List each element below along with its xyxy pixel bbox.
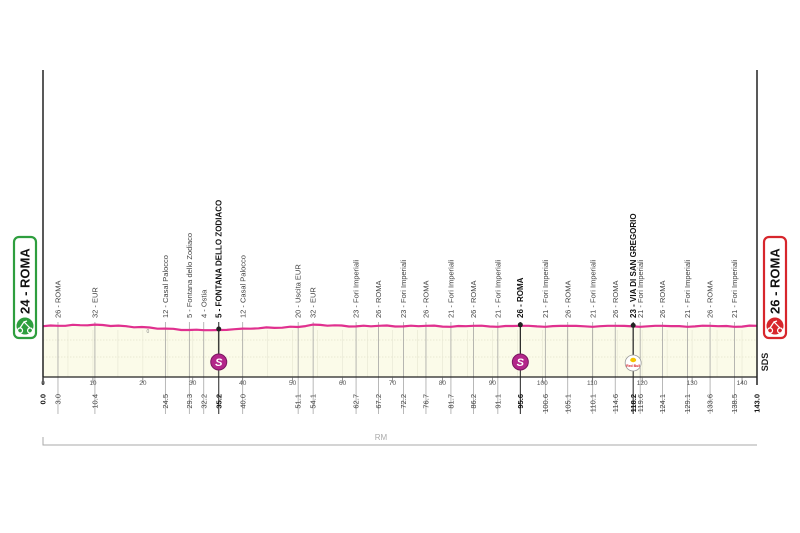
x-tick-label: 10 [89, 380, 97, 387]
marker-dot [630, 322, 636, 328]
waypoint-label: 21 - Fori Imperiali [588, 259, 597, 318]
waypoint-label: 23 - VIA DI SAN GREGORIO [629, 213, 638, 318]
x-tick-label: 90 [489, 380, 497, 387]
waypoint-label: 21 - Fori Imperiali [493, 259, 502, 318]
waypoint-label: 32 - EUR [309, 287, 318, 318]
waypoint-label: 5 - Fontana dello Zodiaco [185, 233, 194, 318]
km-label: 40.0 [238, 394, 247, 409]
sponsor-logo: SDS [760, 353, 770, 372]
waypoint-label: 4 - Ostia [199, 289, 208, 318]
km-label: 35.2 [214, 394, 223, 409]
waypoint-label: 20 - Uscita EUR [294, 264, 303, 318]
km-label: 95.6 [516, 394, 525, 409]
x-tick-label: 20 [139, 380, 147, 387]
waypoint-label: 26 - ROMA [706, 280, 715, 318]
km-label: 10.4 [91, 394, 100, 409]
km-label: 143.0 [753, 394, 762, 413]
marker-dot [517, 322, 523, 328]
waypoint-label: 32 - EUR [91, 287, 100, 318]
x-tick-label: 140 [737, 380, 748, 387]
x-tick-label: 50 [289, 380, 297, 387]
waypoint-label: 21 - Fori Imperiali [683, 259, 692, 318]
x-tick-label: 120 [637, 380, 648, 387]
waypoint-label: 21 - Fori Imperiali [730, 259, 739, 318]
cyclist-icon [15, 316, 35, 336]
waypoint-label: 21 - Fori Imperiali [541, 259, 550, 318]
x-tick-label: 40 [239, 380, 247, 387]
waypoint-label: 26 - ROMA [469, 280, 478, 318]
waypoint-label: 26 - ROMA [611, 280, 620, 318]
km-label: 51.1 [294, 394, 303, 409]
km-label: 72.2 [399, 394, 408, 409]
cyclist-icon [765, 316, 785, 336]
waypoint-label: 12 - Casal Palocco [238, 255, 247, 318]
x-tick-label: 100 [537, 380, 548, 387]
x-tick-label: 60 [339, 380, 347, 387]
sprint-icon-letter: S [215, 357, 223, 369]
waypoint-label: 26 - ROMA [516, 277, 525, 318]
km-label: 3.0 [54, 394, 63, 404]
km-label: 67.2 [374, 394, 383, 409]
waypoint-label: 21 - Fori Imperiali [636, 259, 645, 318]
start-badge-label: 24 - ROMA [18, 248, 33, 314]
cyclist-glyph [16, 320, 34, 334]
region-bracket [42, 437, 757, 446]
km-label: 119.6 [636, 394, 645, 412]
red-bull-logo-text: Red Bull [626, 364, 640, 368]
start-badge-frame [12, 235, 38, 340]
waypoint-label: 26 - ROMA [422, 280, 431, 318]
km-label: 24.5 [161, 394, 170, 409]
km-label: 133.6 [706, 394, 715, 413]
waypoint-label: 26 - ROMA [374, 280, 383, 318]
km-label: 76.7 [422, 394, 431, 409]
sprint-icon [511, 353, 529, 371]
waypoint-label: 26 - ROMA [658, 280, 667, 318]
km-label: 105.1 [563, 394, 572, 413]
km-label: 86.2 [469, 394, 478, 409]
x-tick-label: 70 [389, 380, 397, 387]
waypoint-label: 26 - ROMA [563, 280, 572, 318]
red-bull-icon [624, 354, 642, 372]
km-label: 118.2 [629, 394, 638, 412]
km-label: 100.6 [541, 394, 550, 413]
km-label: 62.7 [352, 394, 361, 409]
km-label: 32.2 [199, 394, 208, 409]
km-label: 138.5 [730, 394, 739, 413]
km-label: 0.0 [39, 394, 48, 404]
km-label: 129.1 [683, 394, 692, 413]
waypoint-label: 23 - Fori Imperiali [399, 259, 408, 318]
waypoint-label: 26 - ROMA [54, 280, 63, 318]
finish-badge-label: 26 - ROMA [768, 248, 783, 314]
finish-badge-frame [762, 235, 788, 340]
sprint-icon [210, 353, 228, 371]
x-tick-label: 110 [587, 380, 598, 387]
finish-badge: 26 - ROMA [762, 235, 788, 340]
x-tick-label: 0 [41, 380, 45, 387]
start-badge: 24 - ROMA [12, 235, 38, 340]
cyclist-glyph [766, 320, 784, 334]
km-label: 29.3 [185, 394, 194, 409]
x-tick-label: 30 [189, 380, 197, 387]
km-label: 91.1 [493, 394, 502, 409]
x-tick-label: 130 [687, 380, 698, 387]
km-label: 114.6 [611, 394, 620, 412]
waypoint-label: 5 - FONTANA DELLO ZODIACO [214, 200, 223, 318]
km-label: 81.7 [447, 394, 456, 409]
x-tick-label: 80 [439, 380, 447, 387]
profile-fill [43, 324, 757, 377]
waypoint-label: 12 - Casal Palocco [161, 255, 170, 318]
km-label: 110.1 [588, 394, 597, 412]
red-bull-sun [630, 357, 637, 363]
waypoint-label: 23 - Fori Imperiali [352, 259, 361, 318]
profile-line [42, 323, 758, 332]
marker-dot [216, 326, 222, 332]
sprint-icon-letter: S [517, 357, 525, 369]
profile-small-label: 0 [146, 329, 149, 335]
waypoint-label: 21 - Fori Imperiali [447, 259, 456, 318]
region-label: RM [375, 433, 388, 442]
km-label: 54.1 [309, 394, 318, 409]
km-label: 124.1 [658, 394, 667, 413]
